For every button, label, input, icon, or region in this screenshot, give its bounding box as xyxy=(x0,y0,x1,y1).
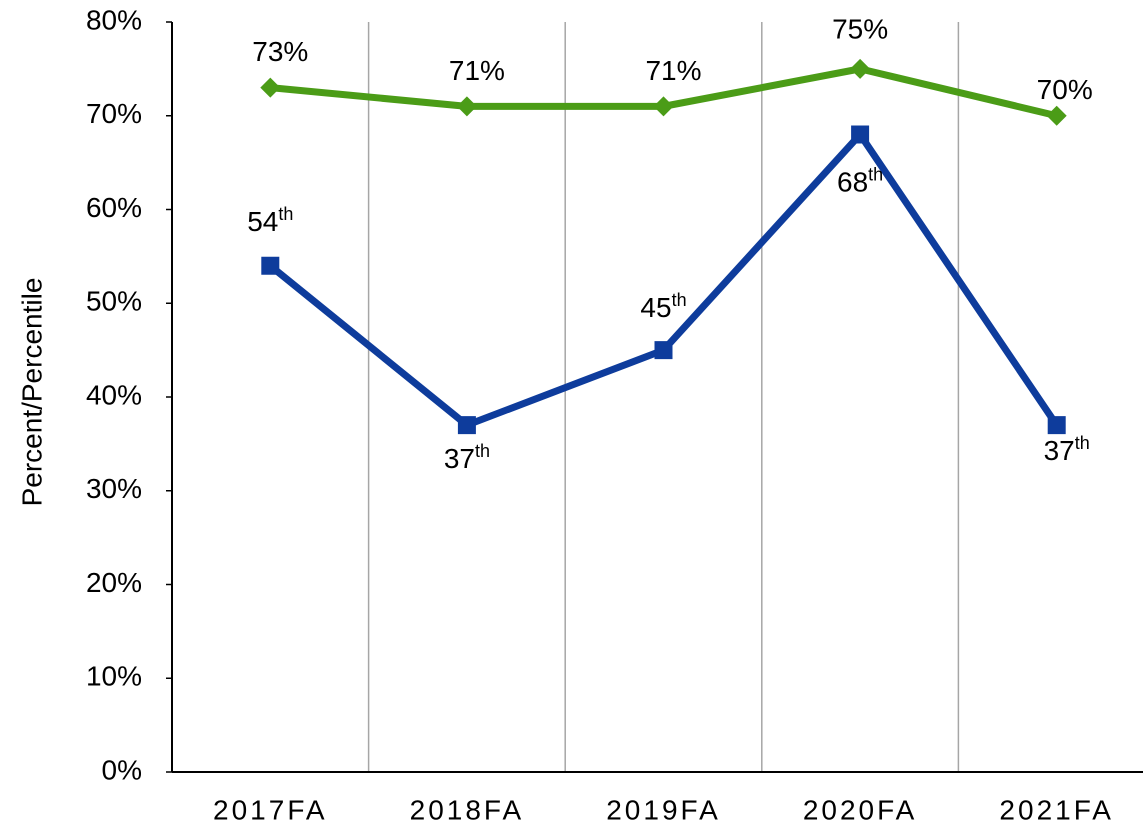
y-axis-label: Percent/Percentile xyxy=(16,278,47,507)
y-tick-label: 50% xyxy=(86,286,142,317)
y-tick-label: 40% xyxy=(86,379,142,410)
data-label: 71% xyxy=(645,55,701,86)
data-label: 73% xyxy=(252,36,308,67)
data-label: 71% xyxy=(449,55,505,86)
y-tick-label: 30% xyxy=(86,473,142,504)
marker xyxy=(850,58,871,79)
data-label: 37th xyxy=(1044,433,1090,467)
y-tick-label: 20% xyxy=(86,567,142,598)
y-tick-label: 0% xyxy=(102,754,142,785)
x-tick-label: 2019FA xyxy=(606,794,721,825)
marker xyxy=(851,125,870,144)
marker xyxy=(653,96,674,117)
data-label: 75% xyxy=(832,13,888,44)
marker xyxy=(456,96,477,117)
marker xyxy=(654,341,673,360)
marker xyxy=(1046,105,1067,126)
x-tick-label: 2020FA xyxy=(803,794,918,825)
y-tick-label: 10% xyxy=(86,661,142,692)
x-tick-label: 2017FA xyxy=(213,794,328,825)
data-label: 37th xyxy=(444,441,490,475)
x-tick-label: 2021FA xyxy=(999,794,1114,825)
marker xyxy=(1047,416,1066,435)
marker xyxy=(260,77,281,98)
data-label: 54th xyxy=(247,204,293,238)
x-tick-label: 2018FA xyxy=(410,794,525,825)
series-line xyxy=(268,131,1060,429)
data-label: 68th xyxy=(837,164,883,198)
y-tick-label: 60% xyxy=(86,192,142,223)
data-label: 45th xyxy=(640,290,686,324)
marker xyxy=(261,256,280,275)
marker xyxy=(457,416,476,435)
data-label: 70% xyxy=(1037,74,1093,105)
y-tick-label: 80% xyxy=(86,4,142,35)
y-tick-label: 70% xyxy=(86,98,142,129)
